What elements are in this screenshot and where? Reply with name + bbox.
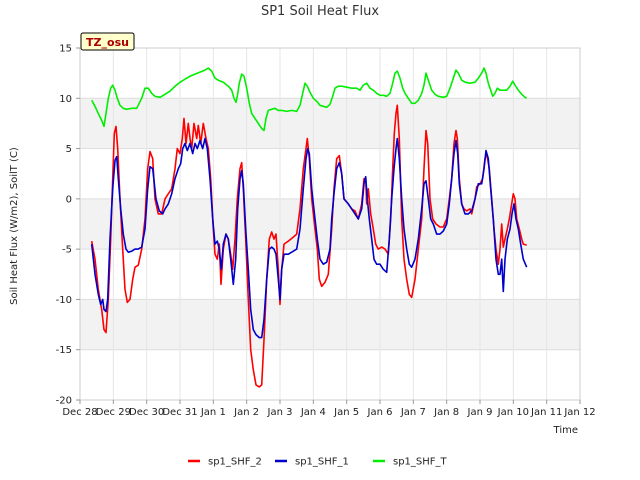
grid-band	[80, 299, 580, 350]
series-lines	[90, 67, 528, 388]
x-tick-label: Jan 9	[467, 407, 493, 418]
x-tick-label: Jan 10	[497, 407, 529, 418]
y-tick-label: -5	[62, 245, 72, 256]
x-tick-label: Jan 5	[333, 407, 359, 418]
x-tick-label: Jan 8	[433, 407, 459, 418]
y-tick-label: -20	[56, 396, 72, 407]
y-axis-ticks: -20 -15 -10 -5 0 5 10 15	[56, 44, 80, 407]
x-tick-label: Dec 28	[62, 407, 97, 418]
x-tick-label: Dec 30	[129, 407, 164, 418]
y-tick-label: 10	[59, 94, 72, 105]
y-axis-title: Soil Heat Flux (W/m2), SoilT (C)	[9, 147, 20, 305]
chart-title: SP1 Soil Heat Flux	[261, 4, 379, 19]
y-tick-label: -15	[56, 345, 72, 356]
y-tick-label: 0	[66, 194, 72, 205]
site-badge: TZ_osu	[80, 32, 135, 51]
legend-label-sp1_SHF_2: sp1_SHF_2	[208, 457, 262, 468]
legend-label-sp1_SHF_1: sp1_SHF_1	[295, 457, 349, 468]
chart-legend: sp1_SHF_2 sp1_SHF_1 sp1_SHF_T	[188, 457, 448, 468]
legend-label-sp1_SHF_T: sp1_SHF_T	[393, 457, 448, 468]
x-tick-label: Dec 31	[162, 407, 197, 418]
alternating-bands	[80, 98, 580, 350]
x-tick-label: Dec 29	[96, 407, 131, 418]
y-tick-label: -10	[56, 295, 72, 306]
x-tick-label: Jan 12	[563, 407, 595, 418]
x-tick-label: Jan 6	[367, 407, 393, 418]
series-line-sp1_SHF_1	[90, 137, 528, 339]
x-tick-label: Jan 1	[200, 407, 226, 418]
x-tick-label: Jan 2	[233, 407, 259, 418]
x-tick-label: Jan 3	[267, 407, 293, 418]
y-tick-label: 15	[59, 44, 72, 55]
site-badge-box	[80, 32, 135, 51]
x-axis-title: Time	[553, 425, 578, 436]
series-line-sp1_SHF_T	[90, 67, 528, 132]
x-tick-label: Jan 7	[400, 407, 426, 418]
grid-band	[80, 98, 580, 149]
x-tick-label: Jan 11	[530, 407, 562, 418]
plot-area-frame	[79, 47, 581, 401]
x-tick-label: Jan 4	[300, 407, 326, 418]
site-badge-label: TZ_osu	[86, 36, 129, 49]
y-tick-label: 5	[66, 144, 72, 155]
